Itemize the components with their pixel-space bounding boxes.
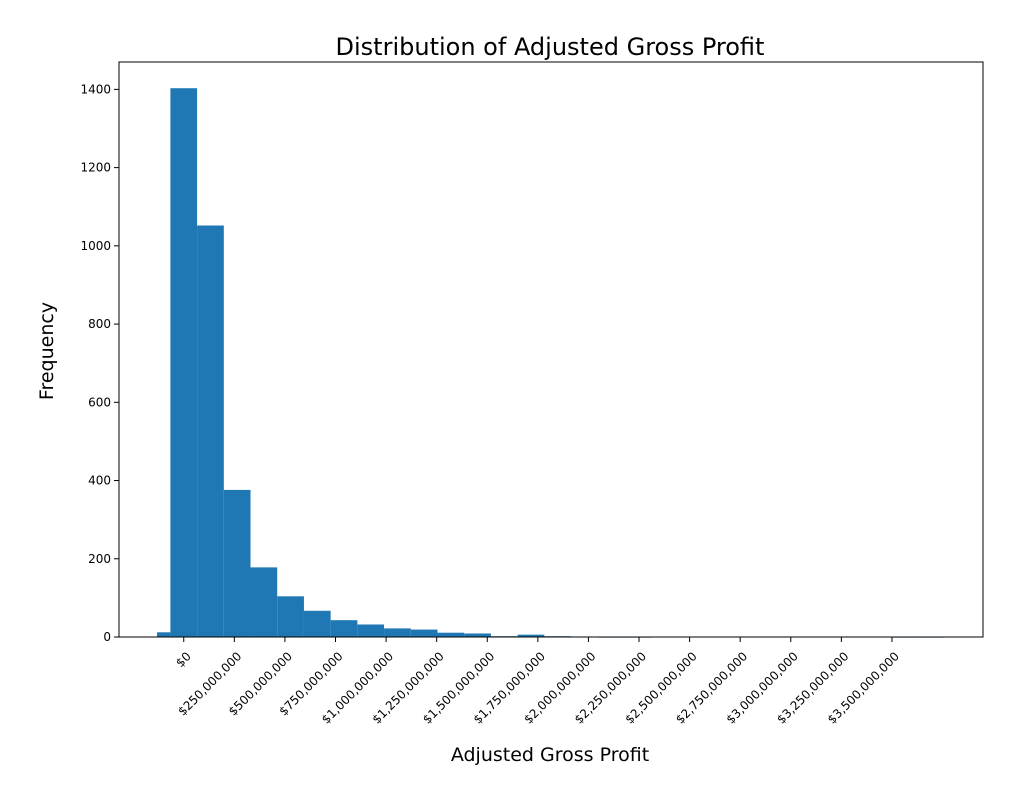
histogram-bar-0	[157, 632, 171, 637]
histogram-bar-12	[464, 633, 491, 637]
histogram-bar-11	[437, 632, 465, 637]
bars-group	[157, 88, 945, 638]
y-tick-label: 200	[88, 552, 111, 566]
histogram-bar-3	[223, 489, 251, 637]
histogram-bar-6	[303, 610, 331, 637]
histogram-bar-14	[517, 634, 545, 637]
x-axis-label: Adjusted Gross Profit	[451, 744, 649, 766]
x-axis-ticks: $0$250,000,000$500,000,000$750,000,000$1…	[173, 637, 902, 727]
histogram-bar-7	[330, 620, 358, 637]
histogram-bar-9	[384, 628, 411, 637]
histogram-bar-4	[250, 567, 278, 637]
y-tick-label: 400	[88, 474, 111, 488]
y-tick-label: 800	[88, 317, 111, 331]
y-tick-label: 600	[88, 395, 111, 409]
histogram-bar-1	[170, 88, 198, 638]
x-tick-label: $0	[173, 649, 194, 670]
y-axis-ticks: 0 200 400 600 800 1000 1200 1400	[80, 82, 119, 644]
histogram-bar-8	[357, 624, 385, 637]
y-tick-label: 0	[103, 630, 111, 644]
histogram-bar-5	[277, 596, 304, 637]
y-tick-label: 1400	[80, 82, 111, 96]
histogram-bar-2	[197, 225, 224, 637]
histogram-bar-10	[410, 629, 438, 637]
y-axis-label: Frequency	[36, 302, 58, 400]
plot-frame	[118, 61, 984, 638]
chart-title: Distribution of Adjusted Gross Profit	[336, 33, 765, 61]
y-tick-label: 1200	[80, 161, 111, 175]
y-tick-label: 1000	[80, 239, 111, 253]
